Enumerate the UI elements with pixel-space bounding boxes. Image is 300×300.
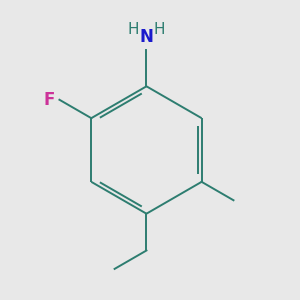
Text: F: F <box>44 91 55 109</box>
Text: H: H <box>153 22 165 37</box>
Text: N: N <box>140 28 153 46</box>
Text: H: H <box>128 22 140 37</box>
